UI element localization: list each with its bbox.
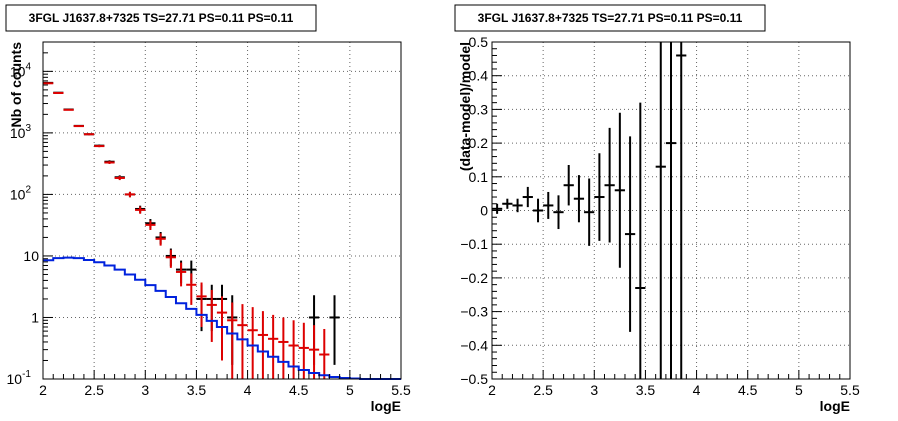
right-x-axis-title: logE [820, 398, 850, 414]
x-tick-label: 3.5 [187, 382, 207, 398]
left-panel: 3FGL J1637.8+7325 TS=27.71 PS=0.11 PS=0.… [5, 4, 411, 414]
x-tick-label: 2 [488, 382, 496, 398]
x-tick-label: 4.5 [738, 382, 758, 398]
y-tick-label: 0 [480, 203, 488, 219]
x-tick-label: 2.5 [533, 382, 553, 398]
left-x-axis-title: logE [371, 398, 401, 414]
y-tick-label: 0.3 [469, 101, 489, 117]
y-tick-label: 0.2 [469, 135, 489, 151]
y-tick-label: −0.2 [460, 270, 488, 286]
x-tick-label: 3 [590, 382, 598, 398]
right-title: 3FGL J1637.8+7325 TS=27.71 PS=0.11 PS=0.… [478, 11, 743, 25]
left-y-axis-title: Nb of counts [8, 42, 24, 128]
x-tick-label: 4.5 [289, 382, 309, 398]
x-tick-label: 5.5 [391, 382, 411, 398]
y-tick-label: −0.1 [460, 236, 488, 252]
x-tick-label: 5 [795, 382, 803, 398]
y-tick-label: 10 [23, 248, 39, 264]
left-frame [42, 41, 402, 380]
x-tick-label: 5.5 [840, 382, 860, 398]
y-tick-label: −0.5 [460, 371, 488, 387]
left-title-box [5, 4, 317, 32]
y-tick-label: 0.4 [469, 68, 489, 84]
x-tick-label: 4 [244, 382, 252, 398]
right-panel: 3FGL J1637.8+7325 TS=27.71 PS=0.11 PS=0.… [454, 4, 860, 414]
y-tick-label: 1 [31, 309, 39, 325]
x-tick-label: 5 [346, 382, 354, 398]
x-tick-label: 4 [693, 382, 701, 398]
y-tick-label: 10-1 [7, 369, 32, 387]
right-y-axis-title: (data-model)/model [457, 42, 473, 171]
y-tick-label: −0.4 [460, 337, 488, 353]
y-tick-label: 0.1 [469, 169, 489, 185]
left-title: 3FGL J1637.8+7325 TS=27.71 PS=0.11 PS=0.… [29, 11, 294, 25]
y-tick-label: −0.3 [460, 304, 488, 320]
x-tick-label: 3 [141, 382, 149, 398]
y-tick-label: 0.5 [469, 34, 489, 50]
x-tick-label: 3.5 [636, 382, 656, 398]
left-series [43, 81, 401, 380]
x-tick-label: 2 [39, 382, 47, 398]
y-tick-label: 102 [10, 184, 32, 202]
right-series [492, 42, 687, 379]
x-tick-label: 2.5 [84, 382, 104, 398]
left-grid [43, 42, 401, 379]
right-title-box [454, 4, 766, 32]
right-ticks: 2 2.5 3 3.5 4 4.5 5 5.5 −0.5 −0.4 −0.3 −0.2 −0.1 0 0.1… [460, 34, 860, 398]
